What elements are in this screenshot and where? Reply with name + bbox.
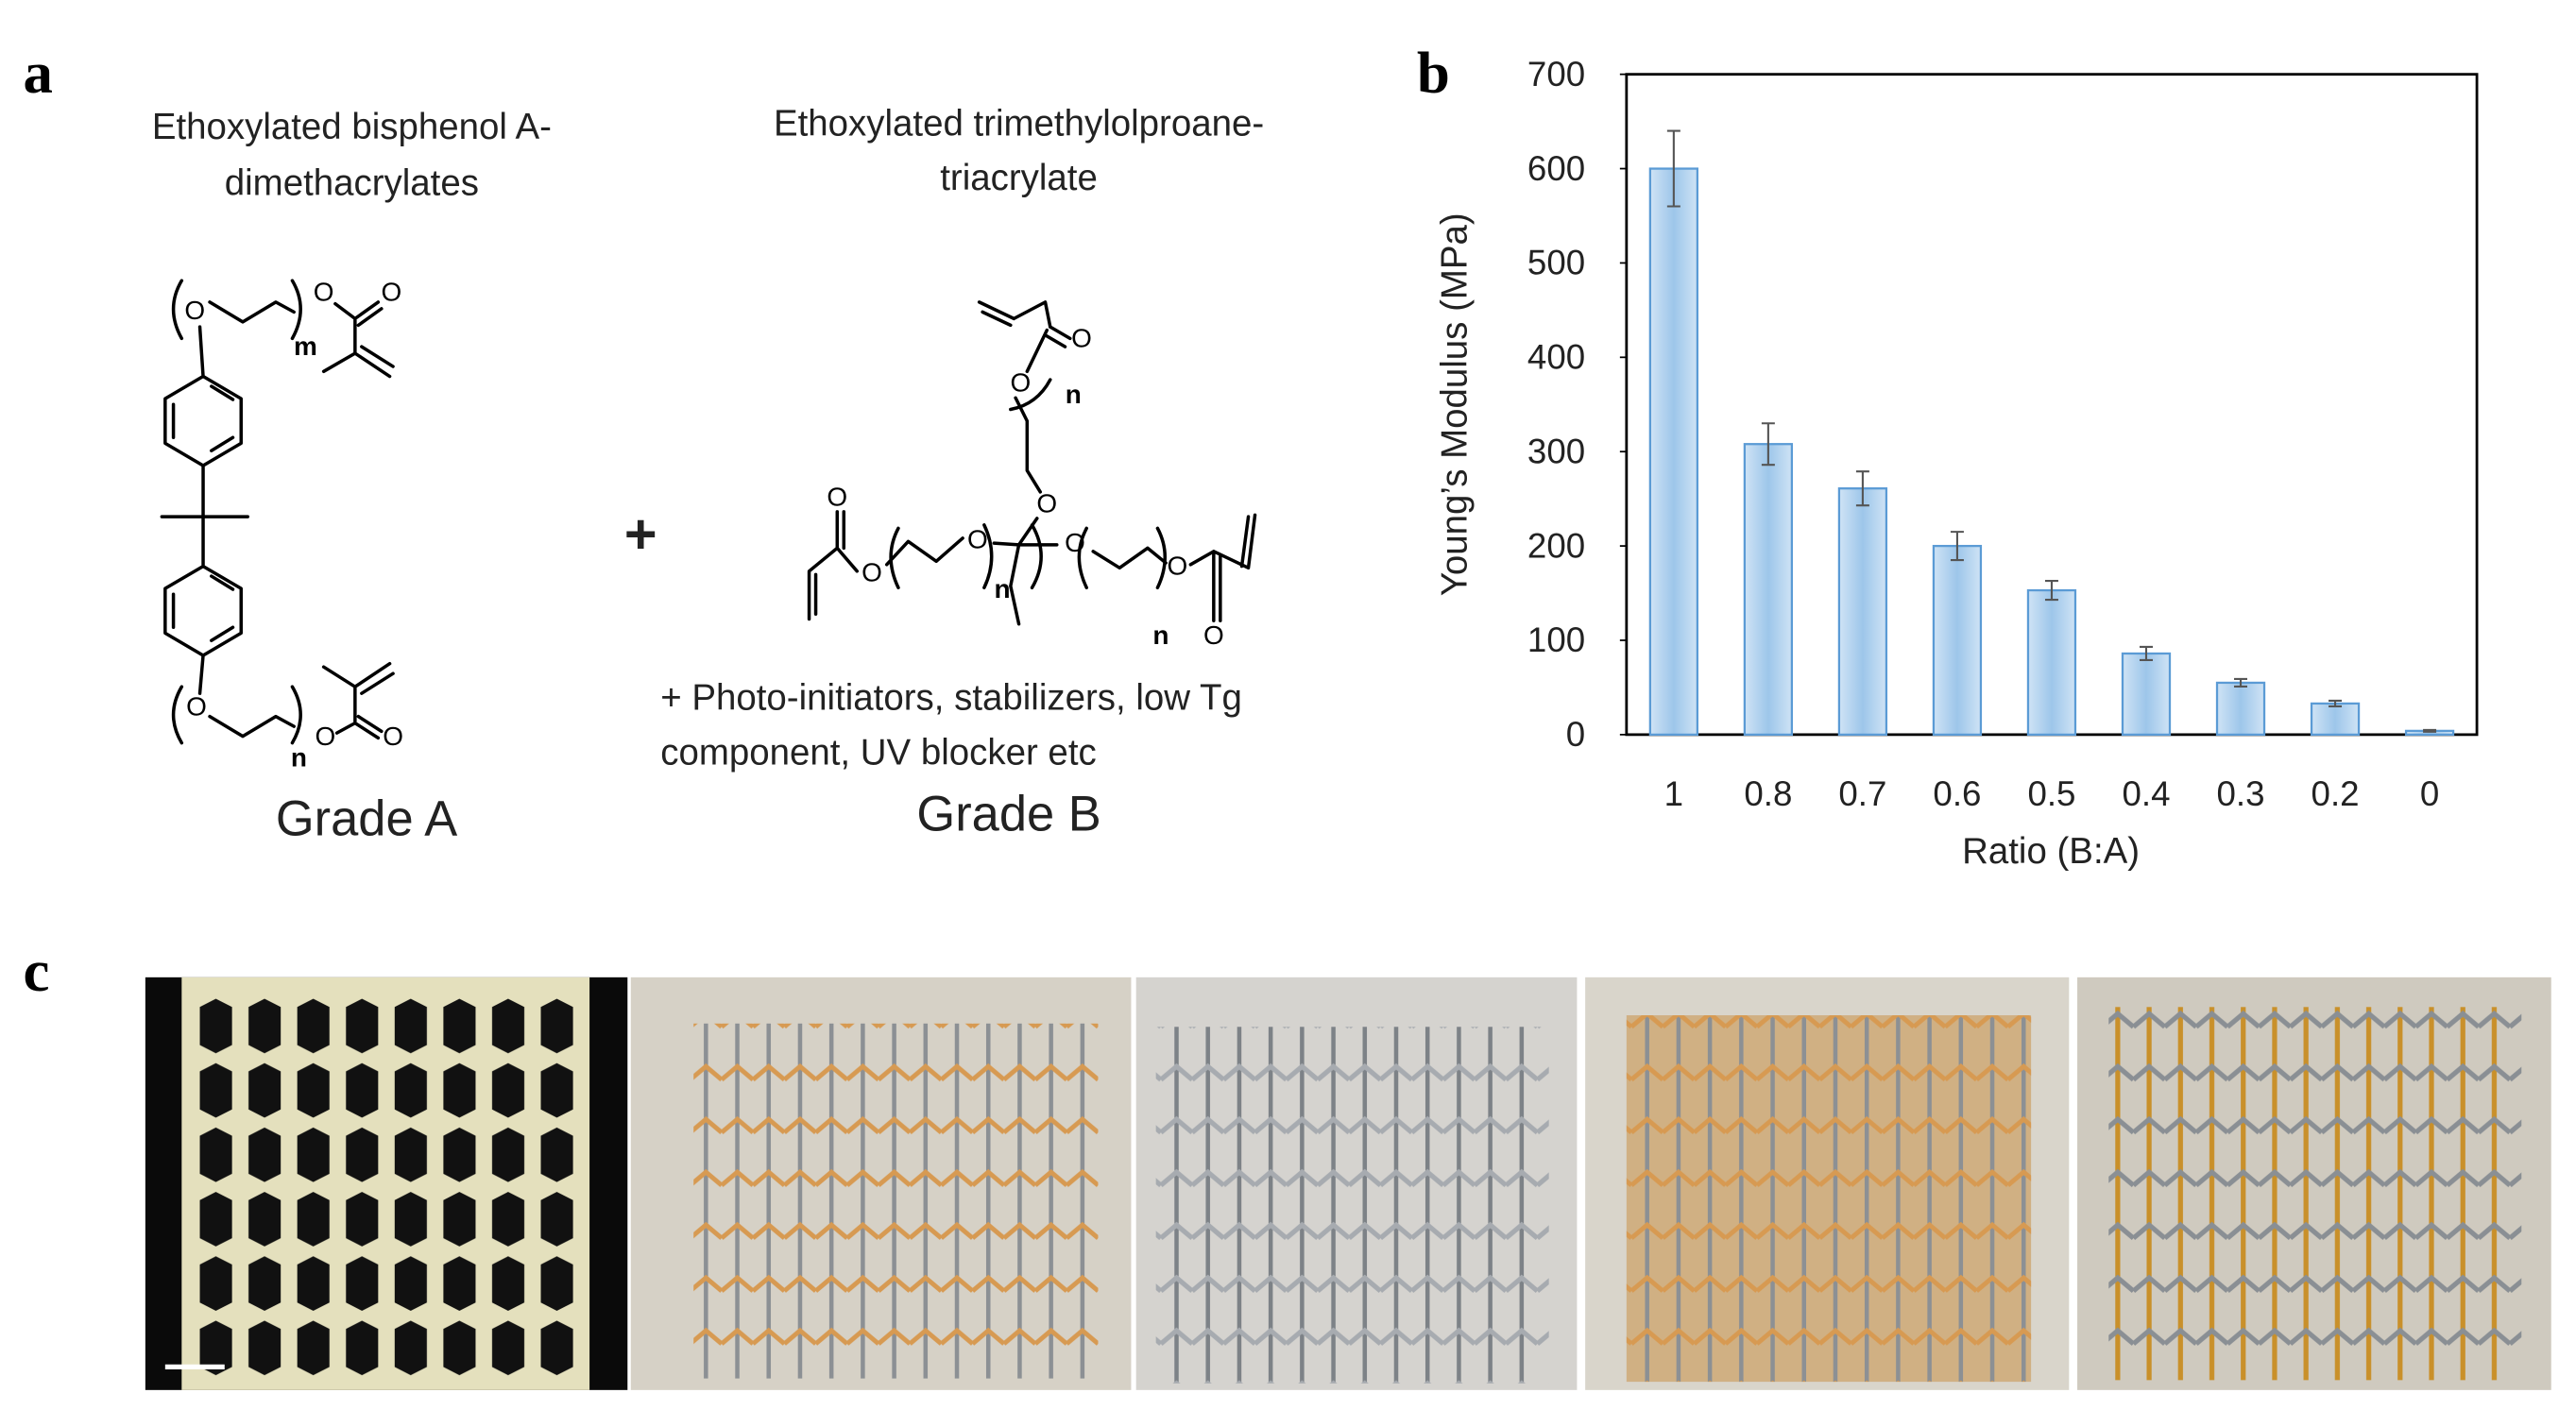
bonds: [807, 300, 1257, 626]
atom: O: [862, 558, 882, 587]
x-tick-label: 0.2: [2312, 774, 2360, 813]
atom: O: [1036, 488, 1057, 518]
atom: n: [1152, 620, 1169, 650]
x-tick-label: 0.4: [2122, 774, 2170, 813]
x-tick-label: 0.8: [1744, 774, 1792, 813]
bar: [1743, 443, 1794, 737]
compound-name: Ethoxylated trimethylolproane-: [774, 103, 1264, 144]
error-bar: [2139, 645, 2153, 662]
atom: O: [1203, 620, 1224, 650]
y-tick-label: 600: [1527, 149, 1585, 188]
bar: [2121, 652, 2172, 737]
x-tick-label: 0.6: [1933, 774, 1981, 813]
compound-name: triacrylate: [940, 158, 1098, 198]
bracket: [171, 279, 302, 745]
atom: O: [827, 482, 847, 511]
error-bar: [2329, 699, 2343, 707]
additives-text: + Photo-initiators, stabilizers, low Tg: [660, 678, 1242, 719]
bar: [1932, 544, 1983, 737]
atom: m: [294, 331, 317, 361]
plus-sign: +: [624, 502, 657, 566]
atom: O: [316, 722, 336, 751]
photo-strip: c: [24, 938, 2551, 1390]
y-tick-label: 500: [1527, 244, 1585, 282]
atom: n: [1066, 380, 1082, 409]
grade-caption: Grade A: [276, 792, 457, 847]
atom: O: [1010, 368, 1031, 398]
atom: O: [381, 278, 401, 307]
y-tick-label: 200: [1527, 526, 1585, 565]
bar: [2310, 702, 2361, 737]
y-tick-label: 0: [1566, 715, 1585, 754]
error-bar: [1761, 422, 1775, 467]
lattice-sample: [1155, 1027, 1549, 1384]
atom: O: [1168, 552, 1188, 581]
x-tick-label: 0.3: [2217, 774, 2265, 813]
atom: O: [314, 278, 334, 307]
y-tick-label: 100: [1527, 620, 1585, 659]
bar: [1837, 487, 1888, 737]
error-bar: [2423, 728, 2437, 733]
grade-caption: Grade B: [916, 787, 1100, 841]
x-tick-label: 0.7: [1838, 774, 1886, 813]
bracket: [889, 378, 1167, 590]
lattice-sample: [1626, 1015, 2032, 1383]
lattice-holes: [191, 995, 582, 1383]
y-axis-title: Young’s Modulus (MPa): [1434, 212, 1475, 596]
structure-grade-b: O O n O O O O n O n O O: [807, 300, 1257, 650]
panel-label: c: [24, 938, 50, 1004]
structure-grade-a: O m O O O n O O: [160, 278, 403, 772]
bar: [1648, 167, 1699, 737]
compound-name: Ethoxylated bisphenol A-: [152, 107, 552, 147]
error-bar: [1855, 470, 1869, 507]
y-tick-label: 700: [1527, 55, 1585, 93]
bar: [2215, 681, 2266, 737]
error-bar: [1950, 531, 1964, 562]
atom: O: [967, 525, 988, 554]
atom: n: [291, 742, 307, 772]
bonds: [160, 300, 395, 740]
atom: n: [995, 574, 1011, 603]
panel-label: b: [1417, 40, 1450, 106]
x-tick-label: 1: [1664, 774, 1683, 813]
x-axis-title: Ratio (B:A): [1962, 831, 2140, 872]
error-bar: [2044, 580, 2058, 602]
lattice-sample: [693, 1023, 1099, 1379]
error-bar: [1666, 129, 1680, 208]
x-tick-label: 0: [2420, 774, 2439, 813]
atom: O: [1065, 528, 1085, 557]
error-bar: [2234, 677, 2248, 688]
x-tick-label: 0.5: [2027, 774, 2075, 813]
y-tick-label: 300: [1527, 432, 1585, 470]
chart: b Ratio (B:A) Young’s Modulus (MPa) 0100…: [1417, 40, 2479, 872]
bar: [2026, 588, 2077, 737]
y-tick-label: 400: [1527, 338, 1585, 377]
atom: O: [186, 691, 207, 721]
atom: O: [1071, 323, 1092, 352]
atom: O: [184, 296, 205, 325]
additives-text: component, UV blocker etc: [660, 732, 1096, 773]
panel-label: a: [24, 40, 53, 106]
atom: O: [383, 722, 403, 751]
lattice-sample: [2108, 1007, 2522, 1381]
compound-name: dimethacrylates: [225, 162, 479, 203]
